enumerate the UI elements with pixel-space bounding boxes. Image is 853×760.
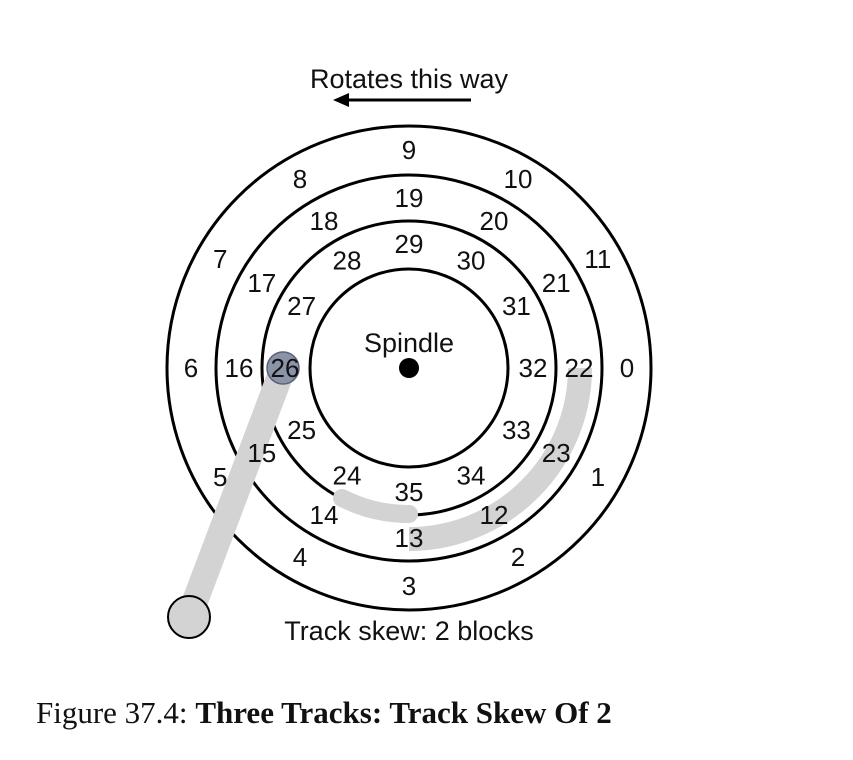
sector-label-6: 6 bbox=[184, 353, 198, 383]
sector-label-23: 23 bbox=[542, 438, 571, 468]
sector-label-7: 7 bbox=[213, 244, 227, 274]
sector-labels: 0123456789101122231213141516171819202132… bbox=[184, 135, 634, 601]
arm-pivot bbox=[167, 595, 211, 639]
sector-label-19: 19 bbox=[395, 183, 424, 213]
sector-label-16: 16 bbox=[225, 353, 254, 383]
sector-label-15: 15 bbox=[247, 438, 276, 468]
sector-label-8: 8 bbox=[293, 164, 307, 194]
spindle-dot bbox=[399, 358, 419, 378]
sector-label-26: 26 bbox=[271, 353, 300, 383]
sector-label-22: 22 bbox=[565, 353, 594, 383]
outer-track-ring bbox=[165, 124, 653, 612]
sector-label-13: 13 bbox=[395, 523, 424, 553]
sector-label-32: 32 bbox=[519, 353, 548, 383]
caption-title: Three Tracks: Track Skew Of 2 bbox=[195, 695, 612, 730]
disk-diagram: Rotates this way Spindle 012345678910112… bbox=[165, 64, 653, 646]
sector-label-24: 24 bbox=[333, 460, 362, 490]
sector-label-4: 4 bbox=[293, 542, 307, 572]
rotation-label: Rotates this way bbox=[310, 64, 509, 94]
middle-track-ring bbox=[214, 173, 604, 563]
sector-label-34: 34 bbox=[457, 460, 486, 490]
head-path-band bbox=[408, 367, 592, 551]
sector-label-29: 29 bbox=[395, 229, 424, 259]
sector-label-33: 33 bbox=[502, 415, 531, 445]
sector-label-2: 2 bbox=[511, 542, 525, 572]
sector-label-11: 11 bbox=[584, 244, 611, 274]
track-skew-label: Track skew: 2 blocks bbox=[284, 616, 534, 646]
sector-label-30: 30 bbox=[457, 246, 486, 276]
sector-label-31: 31 bbox=[502, 291, 531, 321]
sector-label-21: 21 bbox=[542, 268, 571, 298]
sector-label-20: 20 bbox=[480, 206, 509, 236]
disk-head bbox=[266, 351, 300, 385]
disk-arm bbox=[176, 355, 296, 630]
spindle-label: Spindle bbox=[364, 328, 454, 358]
caption-number: Figure 37.4: bbox=[36, 695, 188, 730]
sector-label-9: 9 bbox=[402, 135, 416, 165]
sector-label-1: 1 bbox=[591, 462, 605, 492]
rotation-arrowhead bbox=[333, 93, 349, 107]
sector-label-35: 35 bbox=[395, 477, 424, 507]
sector-label-18: 18 bbox=[310, 206, 339, 236]
head-path-band-end bbox=[333, 489, 418, 524]
sector-label-12: 12 bbox=[480, 500, 509, 530]
figure-caption: Figure 37.4: Three Tracks: Track Skew Of… bbox=[36, 695, 612, 731]
sector-label-27: 27 bbox=[287, 291, 316, 321]
sector-label-10: 10 bbox=[504, 164, 533, 194]
sector-label-0: 0 bbox=[620, 353, 634, 383]
sector-label-3: 3 bbox=[402, 571, 416, 601]
sector-label-5: 5 bbox=[213, 462, 227, 492]
sector-label-25: 25 bbox=[287, 415, 316, 445]
sector-label-28: 28 bbox=[333, 246, 362, 276]
sector-label-17: 17 bbox=[247, 268, 276, 298]
spindle-boundary bbox=[308, 267, 510, 469]
sector-label-14: 14 bbox=[310, 500, 339, 530]
